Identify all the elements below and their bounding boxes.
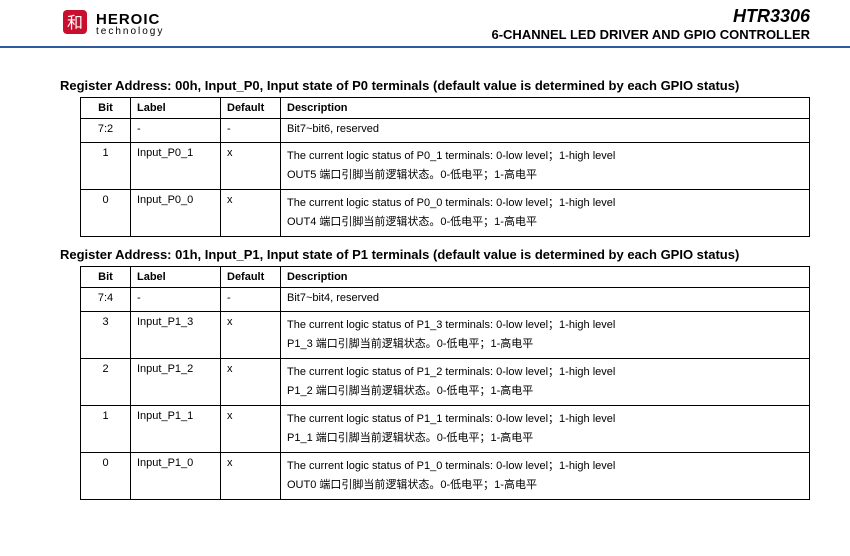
description-line: The current logic status of P1_1 termina… — [287, 410, 803, 426]
cell-description: The current logic status of P1_0 termina… — [281, 453, 810, 500]
cell-default: x — [221, 359, 281, 406]
description-line: OUT0 端口引脚当前逻辑状态。0-低电平；1-高电平 — [287, 476, 803, 492]
brand-sub: technology — [96, 27, 164, 37]
cell-description: Bit7~bit6, reserved — [281, 119, 810, 143]
logo-text: HEROIC technology — [96, 12, 164, 37]
cell-bit: 7:4 — [81, 288, 131, 312]
table-header-row: Bit Label Default Description — [81, 267, 810, 288]
svg-text:和: 和 — [67, 14, 83, 32]
description-line: The current logic status of P0_1 termina… — [287, 147, 803, 163]
cell-bit: 1 — [81, 406, 131, 453]
cell-bit: 0 — [81, 453, 131, 500]
col-header-label: Label — [131, 98, 221, 119]
col-header-label: Label — [131, 267, 221, 288]
col-header-description: Description — [281, 98, 810, 119]
cell-default: - — [221, 288, 281, 312]
description-line: Bit7~bit6, reserved — [287, 123, 803, 135]
col-header-default: Default — [221, 267, 281, 288]
cell-label: Input_P1_3 — [131, 312, 221, 359]
cell-default: x — [221, 312, 281, 359]
logo-area: 和 HEROIC technology — [60, 7, 164, 42]
table-row: 1Input_P1_1x The current logic status of … — [81, 406, 810, 453]
cell-default: - — [221, 119, 281, 143]
product-description: 6-CHANNEL LED DRIVER AND GPIO CONTROLLER — [491, 27, 810, 42]
page-content: Register Address: 00h, Input_P0, Input s… — [0, 48, 850, 500]
col-header-default: Default — [221, 98, 281, 119]
register-table-01h: Bit Label Default Description 7:4--Bit7~… — [80, 266, 810, 500]
description-line: Bit7~bit4, reserved — [287, 292, 803, 304]
cell-description: The current logic status of P1_2 termina… — [281, 359, 810, 406]
table-row: 3Input_P1_3x The current logic status of … — [81, 312, 810, 359]
description-line: The current logic status of P0_0 termina… — [287, 194, 803, 210]
cell-default: x — [221, 190, 281, 237]
register-table-00h: Bit Label Default Description 7:2--Bit7~… — [80, 97, 810, 237]
description-line: OUT4 端口引脚当前逻辑状态。0-低电平；1-高电平 — [287, 213, 803, 229]
cell-label: - — [131, 288, 221, 312]
col-header-bit: Bit — [81, 98, 131, 119]
cell-default: x — [221, 143, 281, 190]
section1-title: Register Address: 00h, Input_P0, Input s… — [60, 78, 810, 93]
col-header-bit: Bit — [81, 267, 131, 288]
table-row: 7:2--Bit7~bit6, reserved — [81, 119, 810, 143]
description-line: OUT5 端口引脚当前逻辑状态。0-低电平；1-高电平 — [287, 166, 803, 182]
cell-label: Input_P1_0 — [131, 453, 221, 500]
description-line: The current logic status of P1_2 termina… — [287, 363, 803, 379]
company-logo-icon: 和 — [60, 7, 90, 42]
cell-label: Input_P0_0 — [131, 190, 221, 237]
table-row: 1Input_P0_1x The current logic status of … — [81, 143, 810, 190]
cell-label: Input_P0_1 — [131, 143, 221, 190]
brand-name: HEROIC — [96, 12, 164, 27]
cell-bit: 1 — [81, 143, 131, 190]
table-header-row: Bit Label Default Description — [81, 98, 810, 119]
header-right: HTR3306 6-CHANNEL LED DRIVER AND GPIO CO… — [491, 6, 810, 42]
cell-description: The current logic status of P1_1 termina… — [281, 406, 810, 453]
cell-description: Bit7~bit4, reserved — [281, 288, 810, 312]
cell-description: The current logic status of P1_3 termina… — [281, 312, 810, 359]
cell-bit: 7:2 — [81, 119, 131, 143]
cell-bit: 2 — [81, 359, 131, 406]
part-number: HTR3306 — [491, 6, 810, 27]
cell-description: The current logic status of P0_0 termina… — [281, 190, 810, 237]
cell-bit: 3 — [81, 312, 131, 359]
description-line: P1_1 端口引脚当前逻辑状态。0-低电平；1-高电平 — [287, 429, 803, 445]
cell-bit: 0 — [81, 190, 131, 237]
cell-label: - — [131, 119, 221, 143]
description-line: The current logic status of P1_3 termina… — [287, 316, 803, 332]
page-header: 和 HEROIC technology HTR3306 6-CHANNEL LE… — [0, 0, 850, 48]
cell-description: The current logic status of P0_1 termina… — [281, 143, 810, 190]
cell-default: x — [221, 406, 281, 453]
section2-title: Register Address: 01h, Input_P1, Input s… — [60, 247, 810, 262]
description-line: P1_3 端口引脚当前逻辑状态。0-低电平；1-高电平 — [287, 335, 803, 351]
table-row: 0Input_P1_0x The current logic status of … — [81, 453, 810, 500]
table-row: 0Input_P0_0x The current logic status of … — [81, 190, 810, 237]
description-line: P1_2 端口引脚当前逻辑状态。0-低电平；1-高电平 — [287, 382, 803, 398]
table-row: 2Input_P1_2x The current logic status of … — [81, 359, 810, 406]
col-header-description: Description — [281, 267, 810, 288]
description-line: The current logic status of P1_0 termina… — [287, 457, 803, 473]
table-row: 7:4--Bit7~bit4, reserved — [81, 288, 810, 312]
cell-default: x — [221, 453, 281, 500]
cell-label: Input_P1_2 — [131, 359, 221, 406]
cell-label: Input_P1_1 — [131, 406, 221, 453]
